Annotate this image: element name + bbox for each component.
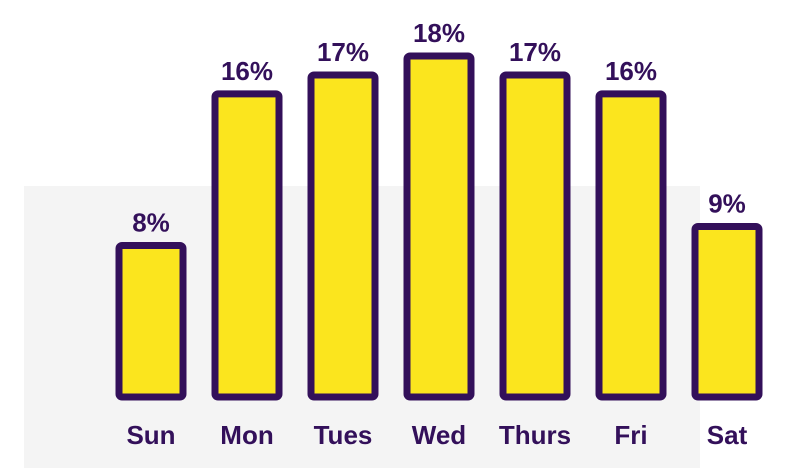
category-label-thurs: Thurs xyxy=(499,420,571,450)
value-label-sun: 8% xyxy=(132,207,170,237)
bar-sat xyxy=(691,223,763,401)
bar-sun xyxy=(115,241,187,401)
category-labels-layer: Sun Mon Tues Wed Thurs Fri Sat xyxy=(126,420,747,450)
bars-layer xyxy=(115,52,763,401)
bar-tues xyxy=(307,71,379,401)
category-label-sat: Sat xyxy=(707,420,748,450)
bar-thurs xyxy=(499,71,571,401)
category-label-fri: Fri xyxy=(614,420,647,450)
value-labels-layer: 8% 16% 17% 18% 17% 16% 9% xyxy=(132,18,746,237)
category-label-wed: Wed xyxy=(412,420,466,450)
value-label-mon: 16% xyxy=(221,56,273,86)
category-label-mon: Mon xyxy=(220,420,273,450)
category-label-tues: Tues xyxy=(314,420,373,450)
value-label-thurs: 17% xyxy=(509,37,561,67)
value-label-wed: 18% xyxy=(413,18,465,48)
value-label-sat: 9% xyxy=(708,189,746,219)
bar-mon xyxy=(211,90,283,401)
value-label-tues: 17% xyxy=(317,37,369,67)
category-label-sun: Sun xyxy=(126,420,175,450)
bar-wed xyxy=(403,52,475,401)
value-label-fri: 16% xyxy=(605,56,657,86)
bar-fri xyxy=(595,90,667,401)
